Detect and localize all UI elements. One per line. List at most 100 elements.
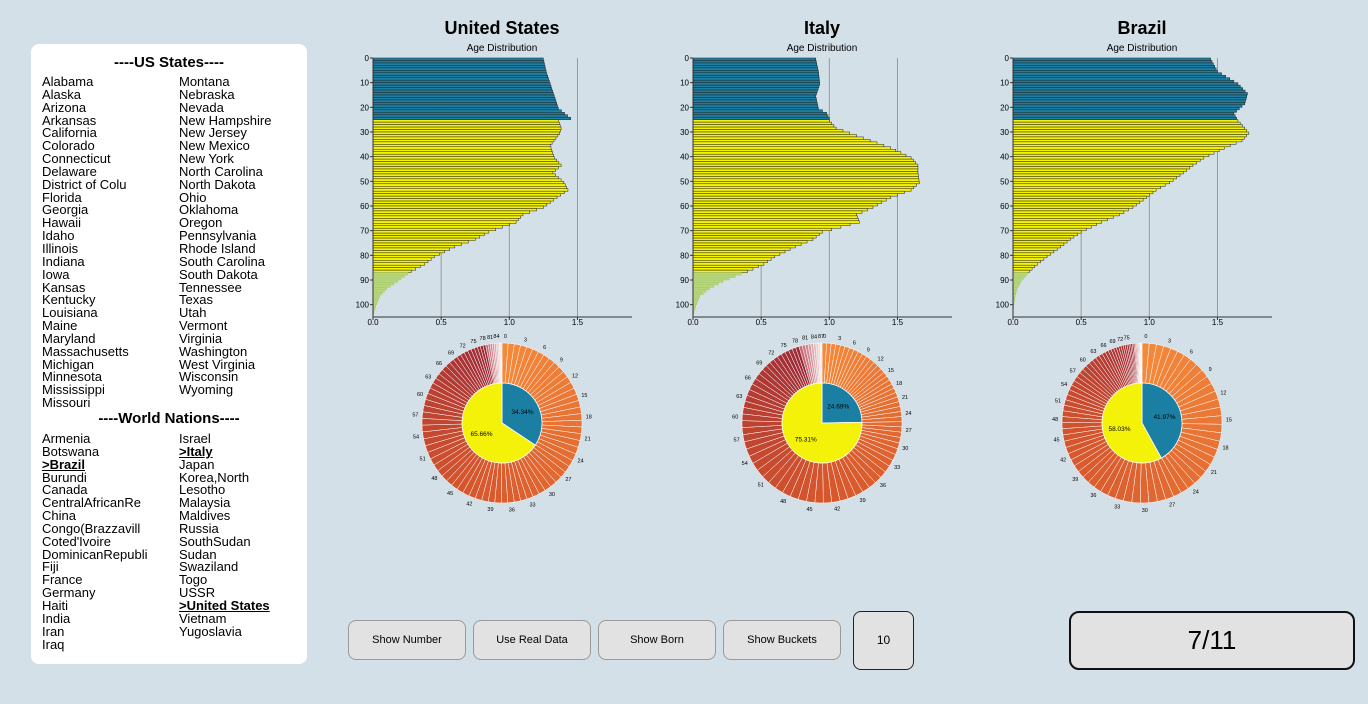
country-item[interactable]: Iowa bbox=[42, 266, 70, 282]
country-item[interactable]: Nevada bbox=[179, 99, 224, 115]
country-item[interactable]: Alaska bbox=[42, 86, 82, 102]
country-item[interactable]: Virginia bbox=[179, 330, 223, 346]
country-item[interactable]: Maryland bbox=[42, 330, 96, 346]
use-real-data-button[interactable]: Use Real Data bbox=[473, 620, 591, 660]
country-item[interactable]: Georgia bbox=[42, 202, 89, 218]
country-item[interactable]: Minnesota bbox=[42, 369, 102, 385]
country-item[interactable]: Kansas bbox=[42, 279, 86, 295]
country-item[interactable]: Florida bbox=[42, 189, 82, 205]
country-item[interactable]: Delaware bbox=[42, 163, 97, 179]
ring-tick-label: 30 bbox=[1142, 508, 1148, 514]
country-item[interactable]: District of Colu bbox=[42, 176, 127, 192]
country-item[interactable]: Armenia bbox=[42, 431, 91, 446]
country-item[interactable]: Connecticut bbox=[42, 151, 111, 167]
country-item[interactable]: Yugoslavia bbox=[179, 623, 242, 639]
country-item[interactable]: Israel bbox=[179, 431, 211, 446]
country-item[interactable]: Mississippi bbox=[42, 382, 105, 398]
country-item[interactable]: Maine bbox=[42, 318, 78, 334]
country-item[interactable]: Washington bbox=[179, 343, 248, 359]
pie-slice-label: 41.97% bbox=[1153, 414, 1175, 421]
country-item[interactable]: Swaziland bbox=[179, 559, 239, 575]
country-item[interactable]: Canada bbox=[42, 482, 88, 498]
country-item[interactable]: Montana bbox=[179, 74, 230, 89]
country-item[interactable]: Arkansas bbox=[42, 112, 97, 128]
country-item[interactable]: India bbox=[42, 610, 71, 626]
country-item[interactable]: DominicanRepubli bbox=[42, 546, 148, 562]
country-item[interactable]: Malaysia bbox=[179, 495, 231, 511]
country-item[interactable]: Germany bbox=[42, 585, 96, 601]
country-item[interactable]: Botswana bbox=[42, 443, 100, 459]
show-born-button[interactable]: Show Born bbox=[598, 620, 716, 660]
country-item[interactable]: >Brazil bbox=[42, 456, 85, 472]
country-item[interactable]: Congo(Brazzavill bbox=[42, 520, 141, 536]
country-item[interactable]: South Carolina bbox=[179, 253, 265, 269]
country-item[interactable]: Ohio bbox=[179, 189, 207, 205]
country-item[interactable]: New Hampshire bbox=[179, 112, 272, 128]
country-item[interactable]: Michigan bbox=[42, 356, 95, 372]
country-item[interactable]: Texas bbox=[179, 292, 213, 308]
country-item[interactable]: Russia bbox=[179, 520, 219, 536]
country-item[interactable]: CentralAfricanRe bbox=[42, 495, 141, 511]
country-item[interactable]: West Virginia bbox=[179, 356, 256, 372]
country-item[interactable]: Arizona bbox=[42, 99, 87, 115]
country-item[interactable]: Coted'Ivoire bbox=[42, 533, 111, 549]
age-bar bbox=[1012, 176, 1177, 180]
country-item[interactable]: Illinois bbox=[42, 240, 79, 256]
age-bar bbox=[372, 163, 562, 167]
country-item[interactable]: New Mexico bbox=[179, 138, 250, 154]
bucket-count-field[interactable]: 10 bbox=[853, 611, 914, 670]
country-item[interactable]: Togo bbox=[179, 572, 208, 588]
country-item[interactable]: >United States bbox=[179, 597, 270, 613]
country-item[interactable]: Lesotho bbox=[179, 482, 226, 498]
country-item[interactable]: New Jersey bbox=[179, 125, 247, 141]
country-item[interactable]: Vermont bbox=[179, 318, 228, 334]
country-item[interactable]: Pennsylvania bbox=[179, 228, 257, 244]
country-item[interactable]: Korea,North bbox=[179, 469, 250, 485]
country-item[interactable]: Alabama bbox=[42, 74, 94, 89]
country-item[interactable]: France bbox=[42, 572, 83, 588]
show-buckets-button[interactable]: Show Buckets bbox=[723, 620, 841, 660]
country-item[interactable]: Vietnam bbox=[179, 610, 227, 626]
age-bar bbox=[692, 282, 719, 286]
country-item[interactable]: Idaho bbox=[42, 228, 75, 244]
country-item[interactable]: Haiti bbox=[42, 597, 69, 613]
country-item[interactable]: China bbox=[42, 508, 76, 524]
country-item[interactable]: Maldives bbox=[179, 508, 231, 524]
country-item[interactable]: Iraq bbox=[42, 636, 65, 652]
country-item[interactable]: Wisconsin bbox=[179, 369, 239, 385]
country-item[interactable]: North Carolina bbox=[179, 163, 263, 179]
country-item[interactable]: Sudan bbox=[179, 546, 217, 562]
country-item[interactable]: Indiana bbox=[42, 253, 85, 269]
country-item[interactable]: Colorado bbox=[42, 138, 95, 154]
country-item[interactable]: USSR bbox=[179, 585, 216, 601]
age-bar bbox=[692, 146, 891, 150]
country-item[interactable]: Rhode Island bbox=[179, 240, 256, 256]
country-item[interactable]: Oklahoma bbox=[179, 202, 239, 218]
ring-tick-label: 81 bbox=[487, 335, 493, 341]
country-item[interactable]: Massachusetts bbox=[42, 343, 129, 359]
age-bar bbox=[372, 255, 435, 259]
country-item[interactable]: >Italy bbox=[179, 443, 213, 459]
country-item[interactable]: California bbox=[42, 125, 97, 141]
show-number-button[interactable]: Show Number bbox=[348, 620, 466, 660]
country-item[interactable]: Iran bbox=[42, 623, 65, 639]
country-item[interactable]: SouthSudan bbox=[179, 533, 251, 549]
country-item[interactable]: Nebraska bbox=[179, 86, 235, 102]
country-item[interactable]: Japan bbox=[179, 456, 215, 472]
country-item[interactable]: Tennessee bbox=[179, 279, 242, 295]
country-item[interactable]: Burundi bbox=[42, 469, 87, 485]
world-nations-column-2: Israel >Italy Japan Korea,North Lesotho Malay… bbox=[179, 431, 270, 639]
country-item[interactable]: Louisiana bbox=[42, 305, 98, 321]
country-item[interactable]: Kentucky bbox=[42, 292, 96, 308]
country-item[interactable]: South Dakota bbox=[179, 266, 258, 282]
country-item[interactable]: Missouri bbox=[42, 395, 91, 411]
country-item[interactable]: Oregon bbox=[179, 215, 223, 231]
age-ring-wedge bbox=[1141, 342, 1143, 384]
country-item[interactable]: Utah bbox=[179, 305, 207, 321]
country-item[interactable]: Fiji bbox=[42, 559, 59, 575]
country-item[interactable]: Wyoming bbox=[179, 382, 234, 398]
country-item[interactable]: Hawaii bbox=[42, 215, 82, 231]
y-tick-label: 40 bbox=[1000, 153, 1009, 162]
country-item[interactable]: North Dakota bbox=[179, 176, 256, 192]
country-item[interactable]: New York bbox=[179, 151, 234, 167]
